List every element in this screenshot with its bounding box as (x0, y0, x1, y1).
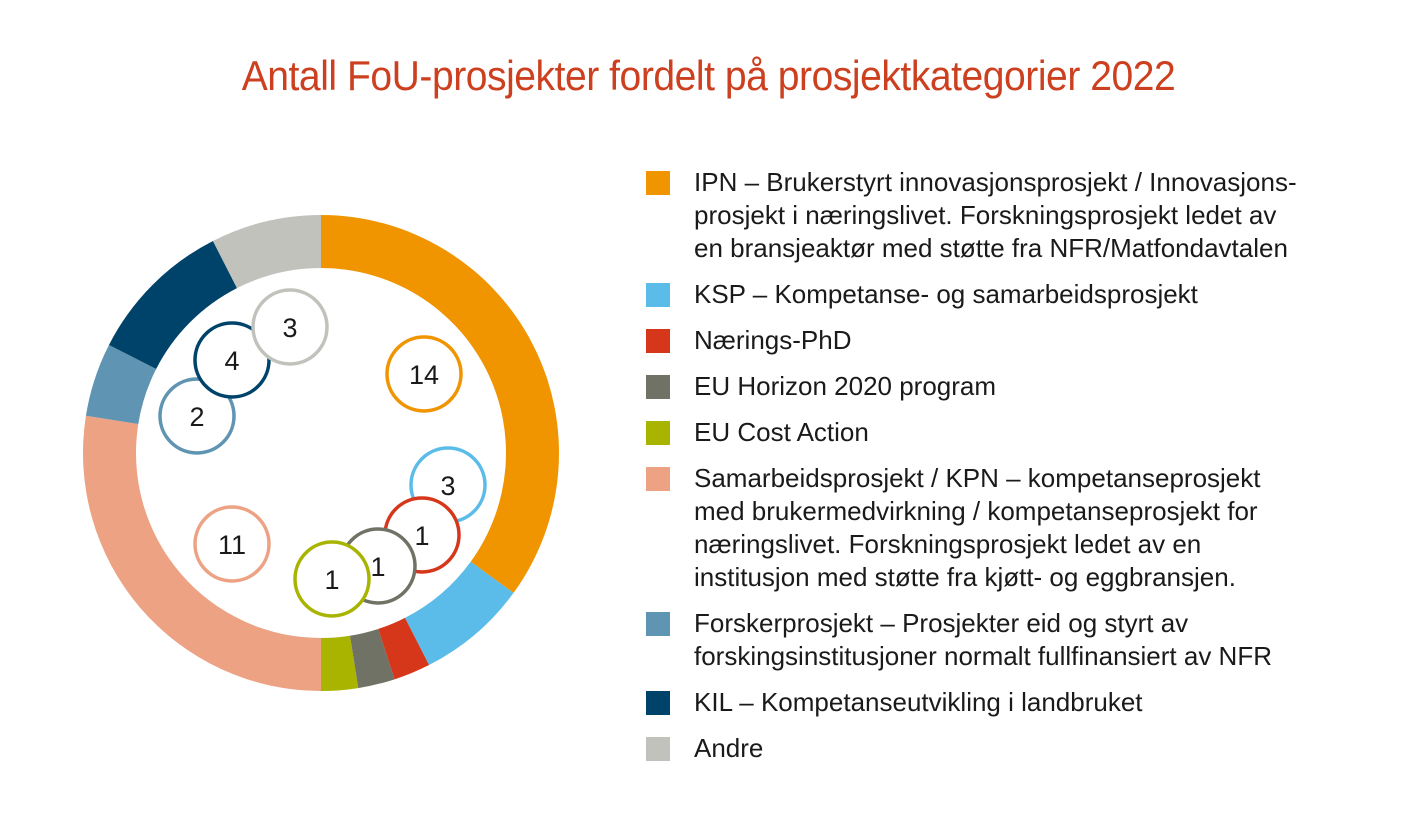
legend-item: Nærings-PhD (646, 324, 1376, 357)
value-bubble-ring (293, 540, 371, 618)
legend-label: Nærings-PhD (694, 325, 852, 355)
legend-item: KSP – Kompetanse- og samarbeidsprosjekt (646, 278, 1376, 311)
legend-item: EU Horizon 2020 program (646, 370, 1376, 403)
donut-slices (83, 215, 560, 691)
chart-title: Antall FoU-prosjekter fordelt på prosjek… (241, 52, 1176, 99)
value-bubble: 3 (251, 288, 329, 366)
legend-swatch (646, 467, 670, 491)
donut-slice (85, 344, 157, 425)
legend-label: EU Cost Action (694, 417, 869, 447)
legend-label: KIL – Kompetanseutvikling i landbruket (694, 687, 1143, 717)
legend-swatch (646, 737, 670, 761)
value-label: 4 (224, 346, 239, 376)
value-bubble-ring (193, 505, 271, 583)
legend-swatch (646, 329, 670, 353)
legend-swatch (646, 612, 670, 636)
value-label: 3 (440, 471, 455, 501)
legend-item: Forskerprosjekt – Prosjekter eid og styr… (646, 607, 1376, 673)
value-label: 14 (409, 360, 439, 390)
legend-label: Forskerprosjekt – Prosjekter eid og styr… (694, 608, 1272, 671)
legend-label: Samarbeidsprosjekt / KPN – kompetansepro… (694, 463, 1261, 592)
donut-slice (83, 415, 321, 691)
value-label: 1 (370, 552, 385, 582)
legend-item: Andre (646, 732, 1376, 765)
legend-item: Samarbeidsprosjekt / KPN – kompetansepro… (646, 462, 1376, 594)
legend-swatch (646, 691, 670, 715)
value-bubble-ring (158, 377, 236, 455)
legend-swatch (646, 421, 670, 445)
legend-swatch (646, 171, 670, 195)
legend-item: KIL – Kompetanseutvikling i landbruket (646, 686, 1376, 719)
value-label: 3 (282, 313, 297, 343)
donut-slice (378, 617, 430, 680)
legend-label: IPN – Brukerstyrt innovasjonsprosjekt / … (694, 167, 1297, 263)
value-label: 1 (414, 521, 429, 551)
donut-slice (212, 215, 321, 289)
value-bubble-ring (193, 321, 271, 399)
value-bubble: 4 (193, 321, 271, 399)
donut-slice (108, 240, 238, 370)
legend-label: EU Horizon 2020 program (694, 371, 997, 401)
donut-slice (404, 561, 514, 666)
value-label: 2 (189, 402, 204, 432)
donut-slice (321, 215, 560, 593)
value-label: 11 (218, 530, 246, 560)
value-label: 1 (324, 565, 339, 595)
value-bubble: 1 (293, 540, 371, 618)
legend-label: Andre (694, 733, 764, 763)
donut-slice (349, 628, 395, 689)
value-bubble: 11 (193, 505, 271, 583)
value-bubble: 2 (158, 377, 236, 455)
legend-swatch (646, 283, 670, 307)
legend-item: EU Cost Action (646, 416, 1376, 449)
value-bubble: 14 (385, 335, 463, 413)
legend-item: IPN – Brukerstyrt innovasjonsprosjekt / … (646, 166, 1376, 265)
legend-swatch (646, 375, 670, 399)
value-bubble-ring (251, 288, 329, 366)
legend: IPN – Brukerstyrt innovasjonsprosjekt / … (646, 166, 1376, 778)
legend-label: KSP – Kompetanse- og samarbeidsprosjekt (694, 279, 1198, 309)
value-bubble-ring (385, 335, 463, 413)
donut-slice (321, 635, 359, 691)
